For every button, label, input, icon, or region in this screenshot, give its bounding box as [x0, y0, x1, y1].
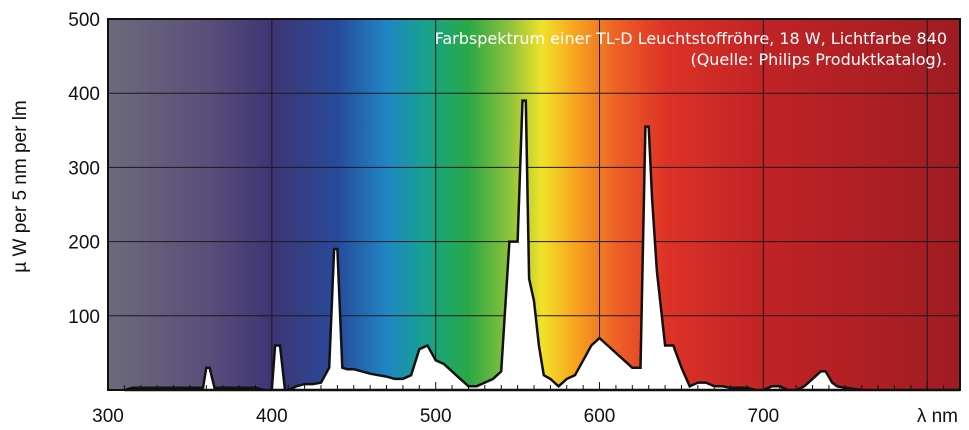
y-tick-label-400: 400	[68, 84, 100, 105]
y-tick-label-100: 100	[68, 307, 100, 328]
x-tick-label-600: 600	[584, 406, 616, 427]
x-tick-label-700: 700	[748, 406, 780, 427]
x-axis-label: λ nm	[917, 406, 958, 427]
y-tick-label-300: 300	[68, 158, 100, 179]
y-tick-label-200: 200	[68, 233, 100, 254]
chart-title-line-2: (Quelle: Philips Produktkatalog).	[690, 50, 947, 69]
x-tick-label-400: 400	[256, 406, 288, 427]
x-tick-label-500: 500	[420, 406, 452, 427]
x-tick-label-300: 300	[92, 406, 124, 427]
y-axis-label: µ W per 5 nm per lm	[10, 100, 31, 272]
y-tick-label-500: 500	[68, 10, 100, 31]
chart-title-line-1: Farbspektrum einer TL-D Leuchtstoffröhre…	[435, 29, 947, 48]
tick-layer	[123, 382, 961, 390]
label-layer: 300 400 500 600 700 100 200 300 400 500 λ nm µ W pe…	[10, 10, 958, 427]
